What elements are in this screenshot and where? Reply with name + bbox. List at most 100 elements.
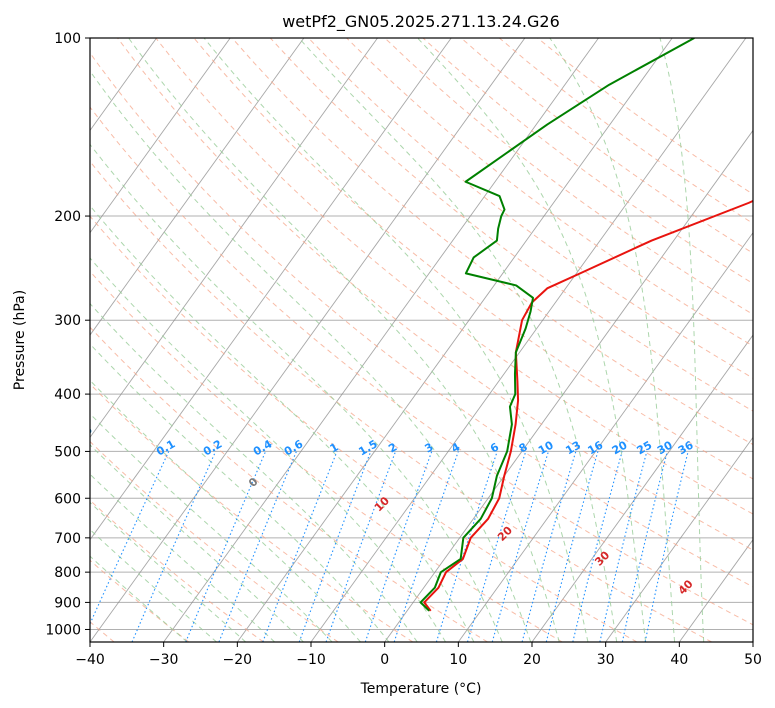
isotherm-line (531, 334, 753, 642)
mixing-ratio-line (185, 451, 267, 642)
isotherm-line (236, 38, 673, 642)
dry-adiabat-line (231, 38, 753, 446)
x-tick-label: 40 (670, 652, 688, 668)
mixing-ratio-label: 30 (655, 438, 675, 457)
moist-adiabat-line (417, 38, 647, 642)
moist-adiabat-line (90, 302, 418, 642)
dry-adiabat-line (537, 38, 753, 195)
y-tick-label: 500 (54, 444, 81, 460)
dewpoint-profile-line (419, 38, 695, 612)
dry-adiabat-line (346, 38, 753, 347)
moist-adiabat-line (203, 38, 589, 642)
mixing-ratio-line (621, 451, 668, 642)
dry-adiabat-line (90, 106, 753, 626)
dry-adiabat-line (90, 270, 563, 642)
moist-adiabat-line (659, 38, 705, 642)
mixing-ratio-line (435, 451, 498, 642)
isotherm-line (0, 38, 9, 642)
mixing-ratio-line (491, 451, 549, 642)
x-tick-label: −40 (75, 652, 105, 668)
mixing-ratio-line (131, 451, 217, 642)
dry-adiabat-line (90, 160, 712, 642)
mixing-ratio-line (466, 451, 527, 642)
y-tick-label: 200 (54, 209, 81, 225)
mixing-ratio-line (545, 451, 599, 642)
mixing-ratio-line (218, 451, 297, 642)
x-axis-label: Temperature (°C) (360, 681, 482, 697)
moist-adiabat-line (90, 528, 217, 642)
moist-adiabat-line (90, 413, 333, 642)
isotherm-line (90, 38, 231, 234)
mixing-ratio-label: 1.5 (356, 437, 379, 458)
dry-adiabat-line (90, 559, 190, 642)
y-tick-label: 100 (54, 31, 81, 47)
dry-adiabat-line (269, 38, 753, 412)
moist-adiabat-line (549, 38, 676, 642)
mixing-ratio-label: 4 (449, 440, 462, 455)
mixing-ratio-line (90, 451, 170, 626)
dry-adiabat-line (90, 499, 264, 642)
dry-adiabat-line (460, 38, 753, 254)
mixing-ratio-label: 1 (328, 440, 341, 455)
moist-adiabat-line (298, 38, 618, 642)
isotherm-line (310, 38, 747, 642)
dry-adiabat-line (384, 38, 753, 316)
isotherm-line (90, 38, 526, 642)
x-tick-label: −20 (223, 652, 253, 668)
moist-adiabat-label: 20 (495, 524, 515, 544)
mixing-ratio-line (298, 451, 372, 642)
temperature-profile-line (423, 199, 753, 612)
moist-adiabat-line (90, 501, 247, 642)
moist-adiabat-line (128, 38, 560, 642)
isotherm-line (605, 436, 753, 642)
x-tick-label: −10 (296, 652, 326, 668)
plot-frame (89, 37, 754, 643)
moist-adiabat-line (90, 379, 361, 642)
mixing-ratio-label: 25 (635, 438, 655, 457)
x-tick-label: 10 (449, 652, 467, 668)
dry-adiabat-line (90, 215, 638, 642)
mixing-ratio-line (521, 451, 577, 642)
x-tick-label: 50 (744, 652, 762, 668)
dry-adiabat-line (193, 38, 753, 480)
isotherm-line (90, 38, 305, 336)
isotherm-line (678, 538, 753, 642)
mixing-ratio-line (572, 451, 623, 642)
x-tick-label: 0 (380, 652, 389, 668)
dry-adiabat-line (90, 440, 339, 642)
dry-adiabat-label: -10 (72, 423, 95, 446)
moist-adiabat-label: 10 (372, 494, 392, 514)
mixing-ratio-label: 0.1 (154, 437, 177, 458)
dry-adiabat-line (90, 383, 414, 642)
moist-adiabat-label: 40 (676, 577, 696, 597)
mixing-ratio-line (599, 451, 648, 642)
y-tick-label: 700 (54, 531, 81, 547)
y-tick-label: 1000 (45, 622, 81, 638)
mixing-ratio-label: 36 (676, 438, 696, 457)
y-axis-label: Pressure (hPa) (12, 290, 28, 390)
dry-adiabat-line (90, 52, 753, 588)
mixing-ratio-label: 0.4 (251, 437, 275, 458)
y-tick-label: 800 (54, 565, 81, 581)
y-tick-label: 600 (54, 491, 81, 507)
moist-adiabat-line (90, 204, 475, 642)
moist-adiabat-line (90, 257, 446, 642)
mixing-ratio-label: 6 (488, 440, 501, 455)
moist-adiabat-line (90, 143, 503, 642)
moist-adiabat-line (90, 555, 188, 642)
chart-title: wetPf2_GN05.2025.271.13.24.G26 (282, 12, 560, 32)
dry-adiabat-line (90, 326, 488, 642)
mixing-ratio-line (644, 451, 689, 642)
y-tick-label: 900 (54, 595, 81, 611)
x-tick-label: 30 (597, 652, 615, 668)
mixing-ratio-label: 0.6 (282, 437, 306, 458)
moist-adiabat-line (90, 444, 304, 642)
mixing-ratio-line (325, 451, 397, 642)
dry-adiabat-line (155, 38, 753, 515)
isotherm-line (90, 38, 452, 541)
mixing-ratio-label: 3 (423, 440, 436, 455)
x-tick-label: −30 (149, 652, 179, 668)
mixing-ratio-line (364, 451, 433, 642)
isotherm-line (90, 38, 378, 439)
